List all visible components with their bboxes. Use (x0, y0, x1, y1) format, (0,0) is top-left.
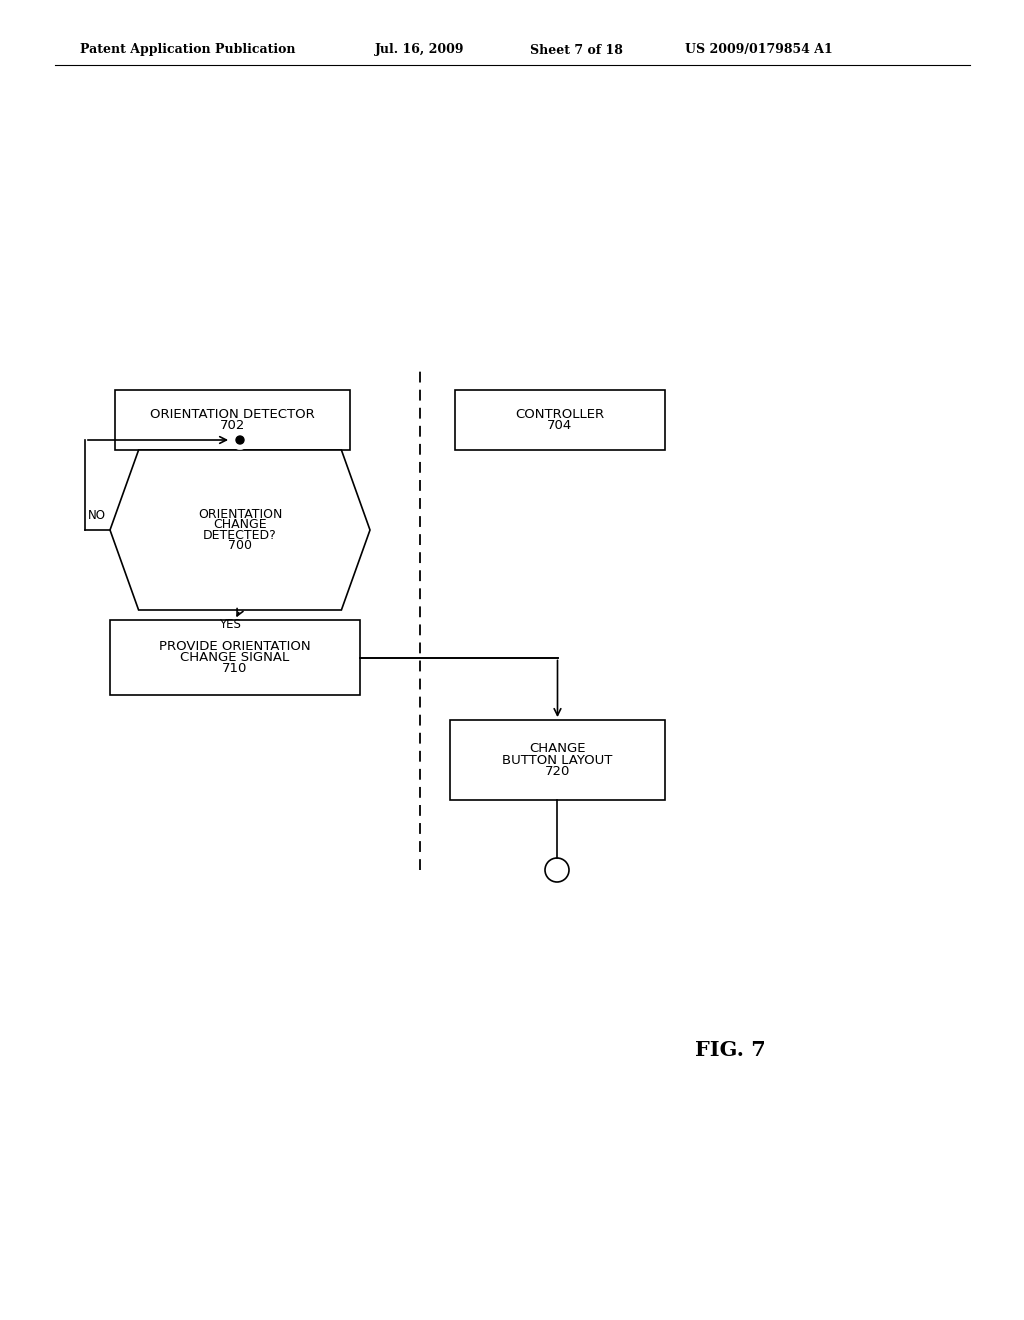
Text: CONTROLLER: CONTROLLER (515, 408, 604, 421)
Text: NO: NO (88, 510, 106, 521)
Text: BUTTON LAYOUT: BUTTON LAYOUT (503, 754, 612, 767)
Text: ORIENTATION DETECTOR: ORIENTATION DETECTOR (151, 408, 314, 421)
Text: Patent Application Publication: Patent Application Publication (80, 44, 296, 57)
Text: 720: 720 (545, 766, 570, 777)
Text: YES: YES (219, 618, 241, 631)
Polygon shape (110, 450, 370, 610)
Bar (115, 389, 350, 450)
Text: CHANGE: CHANGE (213, 519, 267, 531)
Text: CHANGE: CHANGE (529, 742, 586, 755)
Text: 700: 700 (228, 540, 252, 552)
Text: Jul. 16, 2009: Jul. 16, 2009 (375, 44, 465, 57)
Circle shape (236, 436, 244, 444)
Text: US 2009/0179854 A1: US 2009/0179854 A1 (685, 44, 833, 57)
Text: DETECTED?: DETECTED? (203, 529, 276, 541)
Text: Sheet 7 of 18: Sheet 7 of 18 (530, 44, 623, 57)
Bar (455, 389, 665, 450)
Text: 704: 704 (548, 420, 572, 432)
Text: 702: 702 (220, 420, 245, 432)
Bar (450, 719, 665, 800)
Circle shape (231, 432, 249, 449)
Text: 710: 710 (222, 663, 248, 676)
Text: ORIENTATION: ORIENTATION (198, 508, 283, 521)
Bar (110, 620, 360, 696)
Text: FIG. 7: FIG. 7 (694, 1040, 765, 1060)
Text: PROVIDE ORIENTATION: PROVIDE ORIENTATION (159, 639, 311, 652)
Text: CHANGE SIGNAL: CHANGE SIGNAL (180, 651, 290, 664)
